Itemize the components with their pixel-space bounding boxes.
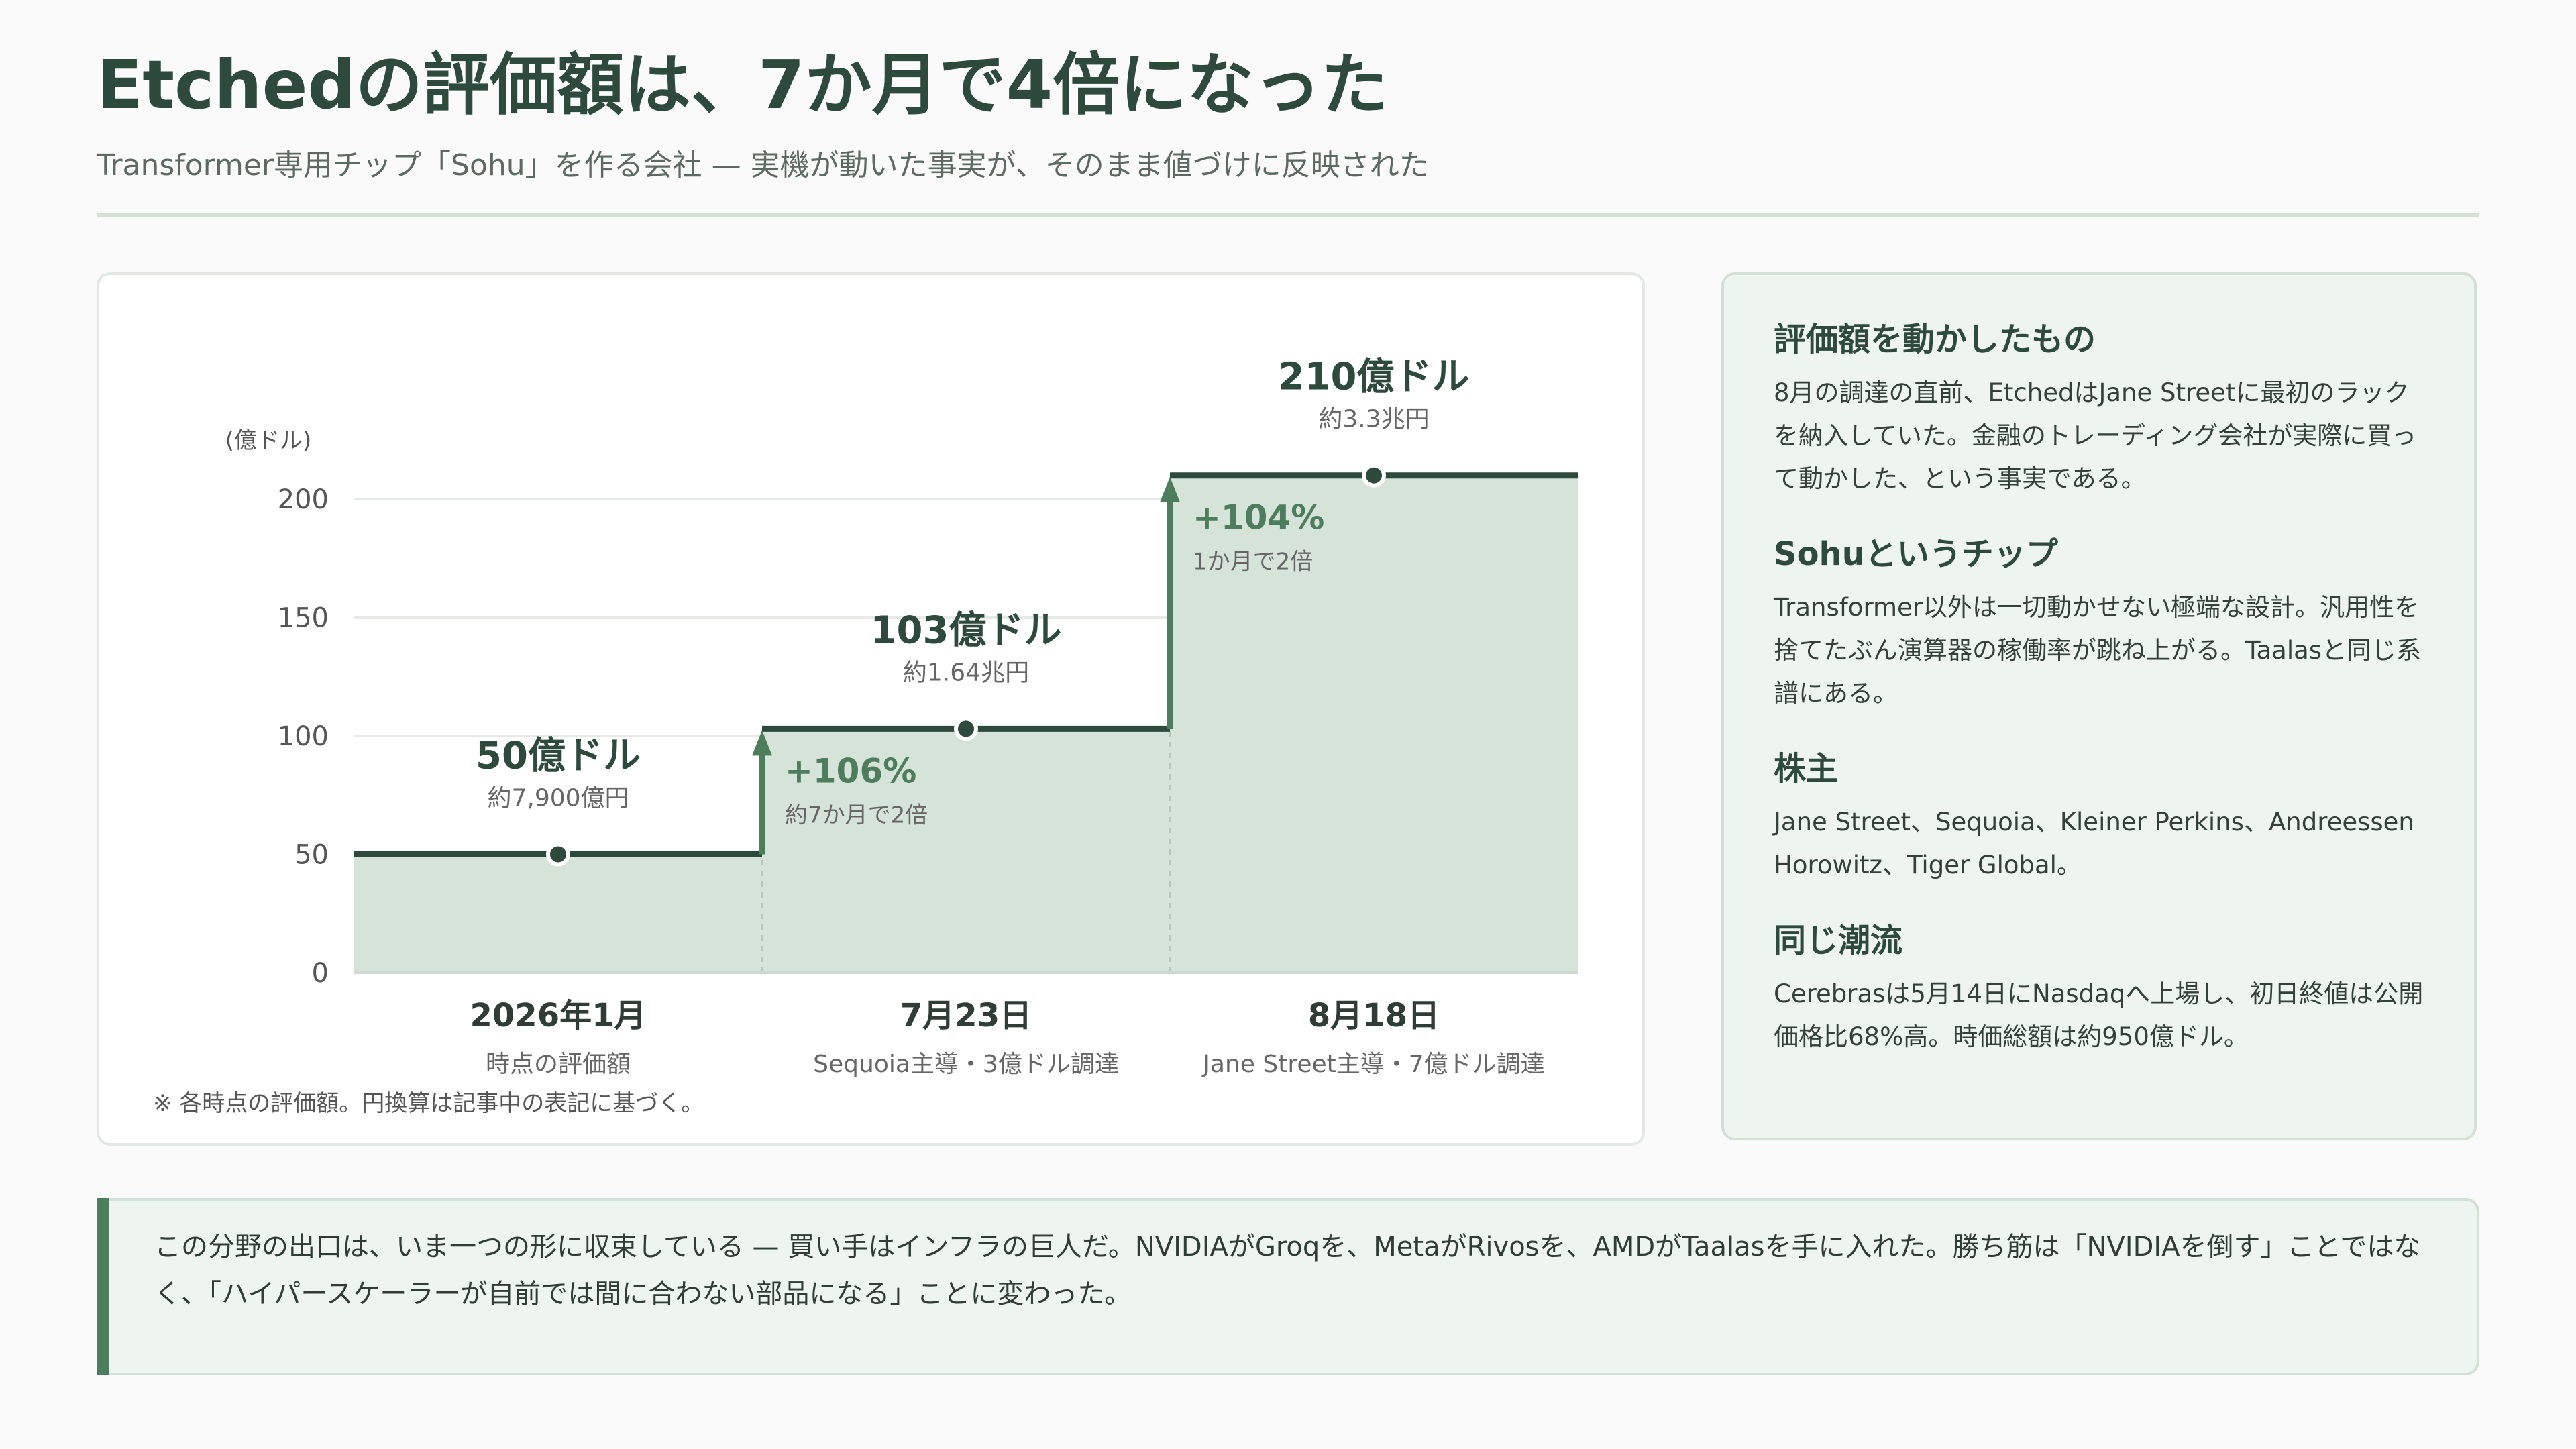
- sidebar-text: Transformer以外は一切動かせない極端な設計。汎用性を捨てたぶん演算器の…: [1774, 593, 2422, 708]
- y-tick-label: 150: [278, 603, 329, 634]
- y-tick-label: 0: [312, 958, 329, 989]
- sidebar-heading: 株主: [1774, 750, 1839, 788]
- value-sublabel: 約3.3兆円: [1318, 406, 1429, 433]
- y-tick-label: 100: [278, 721, 329, 752]
- callout-text: この分野の出口は、いま一つの形に収束している — 買い手はインフラの巨人だ。NV…: [154, 1232, 2421, 1309]
- category-note: 時点の評価額: [486, 1051, 631, 1078]
- value-sublabel: 約1.64兆円: [903, 659, 1029, 686]
- sidebar-section-trend: 同じ潮流 Cerebrasは5月14日にNasdaqへ上場し、初日終値は公開価格…: [1774, 919, 2424, 1059]
- category-label: 8月18日: [1308, 997, 1440, 1034]
- sidebar-text: 8月の調達の直前、EtchedはJane Streetに最初のラックを納入してい…: [1774, 378, 2417, 493]
- change-label: +106%: [785, 751, 916, 790]
- sidebar-section-shareholders: 株主 Jane Street、Sequoia、Kleiner Perkins、A…: [1774, 747, 2424, 887]
- y-axis-label: (億ドル): [225, 427, 312, 454]
- category-note: Jane Street主導・7億ドル調達: [1201, 1051, 1544, 1078]
- data-point: [1362, 463, 1386, 488]
- y-tick-label: 200: [278, 484, 329, 515]
- y-tick-label: 50: [294, 840, 329, 871]
- riser-arrowhead: [752, 730, 772, 756]
- sidebar-heading: 同じ潮流: [1774, 922, 1903, 959]
- change-label: +104%: [1193, 498, 1324, 537]
- riser-arrowhead: [1160, 476, 1180, 502]
- data-point: [546, 842, 570, 867]
- page-subtitle: Transformer専用チップ「Sohu」を作る会社 — 実機が動いた事実が、…: [97, 148, 1429, 182]
- sidebar-section-drivers: 評価額を動かしたもの 8月の調達の直前、EtchedはJane Streetに最…: [1774, 318, 2424, 500]
- sidebar-heading: Sohuというチップ: [1774, 535, 2058, 573]
- chart-footnote: ※ 各時点の評価額。円換算は記事中の表記に基づく。: [153, 1090, 704, 1117]
- sidebar-section-chip: Sohuというチップ Transformer以外は一切動かせない極端な設計。汎用…: [1774, 533, 2424, 715]
- sidebar-text: Cerebrasは5月14日にNasdaqへ上場し、初日終値は公開価格比68%高…: [1774, 979, 2424, 1051]
- value-label: 210億ドル: [1279, 356, 1470, 399]
- data-point: [954, 716, 978, 741]
- value-sublabel: 約7,900億円: [487, 785, 629, 812]
- value-label: 103億ドル: [871, 608, 1062, 652]
- page-title: Etchedの評価額は、7か月で4倍になった: [97, 46, 1389, 124]
- callout-accent-bar: [97, 1198, 109, 1375]
- sidebar-card: 評価額を動かしたもの 8月の調達の直前、EtchedはJane Streetに最…: [1721, 272, 2477, 1140]
- header-divider: [97, 213, 2479, 217]
- conclusion-callout: この分野の出口は、いま一つの形に収束している — 買い手はインフラの巨人だ。NV…: [97, 1198, 2479, 1375]
- category-label: 2026年1月: [470, 997, 647, 1034]
- change-note: 約7か月で2倍: [785, 802, 928, 828]
- area-fill: [354, 475, 1578, 973]
- sidebar-heading: 評価額を動かしたもの: [1774, 321, 2096, 358]
- sidebar-text: Jane Street、Sequoia、Kleiner Perkins、Andr…: [1774, 808, 2414, 879]
- category-label: 7月23日: [900, 997, 1032, 1034]
- category-note: Sequoia主導・3億ドル調達: [813, 1051, 1119, 1078]
- chart-card: 0 50 100 150 200 (億ドル) 50億ドル約7,900億円 103億ドル約1.6…: [97, 272, 1645, 1146]
- value-label: 50億ドル: [476, 735, 641, 778]
- change-note: 1か月で2倍: [1193, 549, 1313, 576]
